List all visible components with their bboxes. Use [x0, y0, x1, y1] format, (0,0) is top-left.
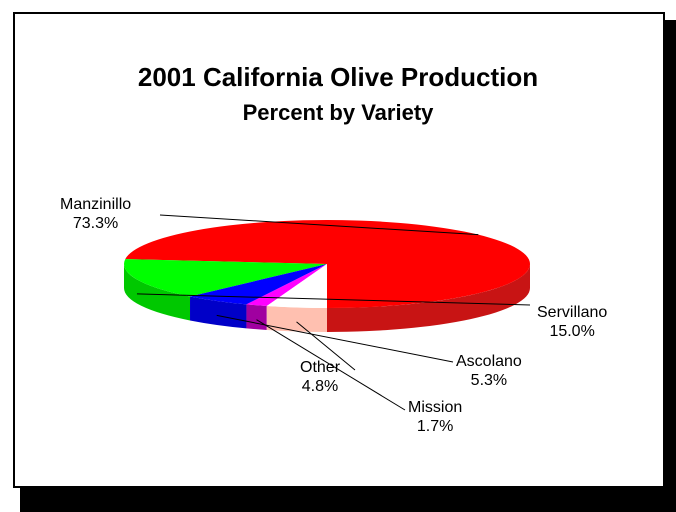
slice-label-servillano: Servillano 15.0% — [537, 303, 607, 341]
slice-value: 15.0% — [549, 323, 595, 340]
leader-line-servillano — [136, 293, 531, 306]
slice-label-ascolano: Ascolano 5.3% — [456, 352, 522, 390]
leader-line-manzinillo — [159, 214, 479, 236]
pie-slice-manzinillo — [125, 219, 530, 308]
slice-name: Ascolano — [456, 353, 522, 370]
slice-name: Mission — [408, 399, 463, 416]
pie-side-ascolano — [190, 296, 247, 329]
pie-side-servillano — [124, 264, 191, 321]
slice-label-other: Other 4.8% — [300, 358, 340, 396]
slice-label-mission: Mission 1.7% — [408, 398, 462, 436]
pie-slice-ascolano — [190, 264, 327, 305]
slice-label-manzinillo: Manzinillo 73.3% — [60, 195, 131, 233]
slice-value: 1.7% — [416, 418, 454, 435]
slice-value: 5.3% — [470, 372, 508, 389]
slice-value: 73.3% — [72, 215, 119, 232]
slice-name: Servillano — [537, 304, 608, 321]
leader-line-ascolano — [216, 314, 454, 363]
chart-title: 2001 California Olive Production — [137, 62, 539, 92]
chart-subtitle: Percent by Variety — [242, 100, 434, 125]
leader-line-mission — [256, 319, 406, 411]
slice-name: Other — [300, 359, 341, 376]
slice-name: Manzinillo — [60, 196, 132, 213]
leader-line-other — [296, 321, 356, 371]
pie-side-manzinillo — [327, 264, 530, 332]
pie-slice-mission — [246, 264, 327, 307]
slice-value: 4.8% — [301, 378, 339, 395]
pie-slice-servillano — [123, 259, 327, 297]
pie-side-mission — [246, 304, 267, 331]
pie-side-other — [266, 306, 327, 332]
pie-slice-other — [266, 264, 327, 308]
